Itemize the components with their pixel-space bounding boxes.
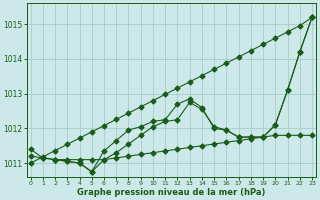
X-axis label: Graphe pression niveau de la mer (hPa): Graphe pression niveau de la mer (hPa) xyxy=(77,188,266,197)
